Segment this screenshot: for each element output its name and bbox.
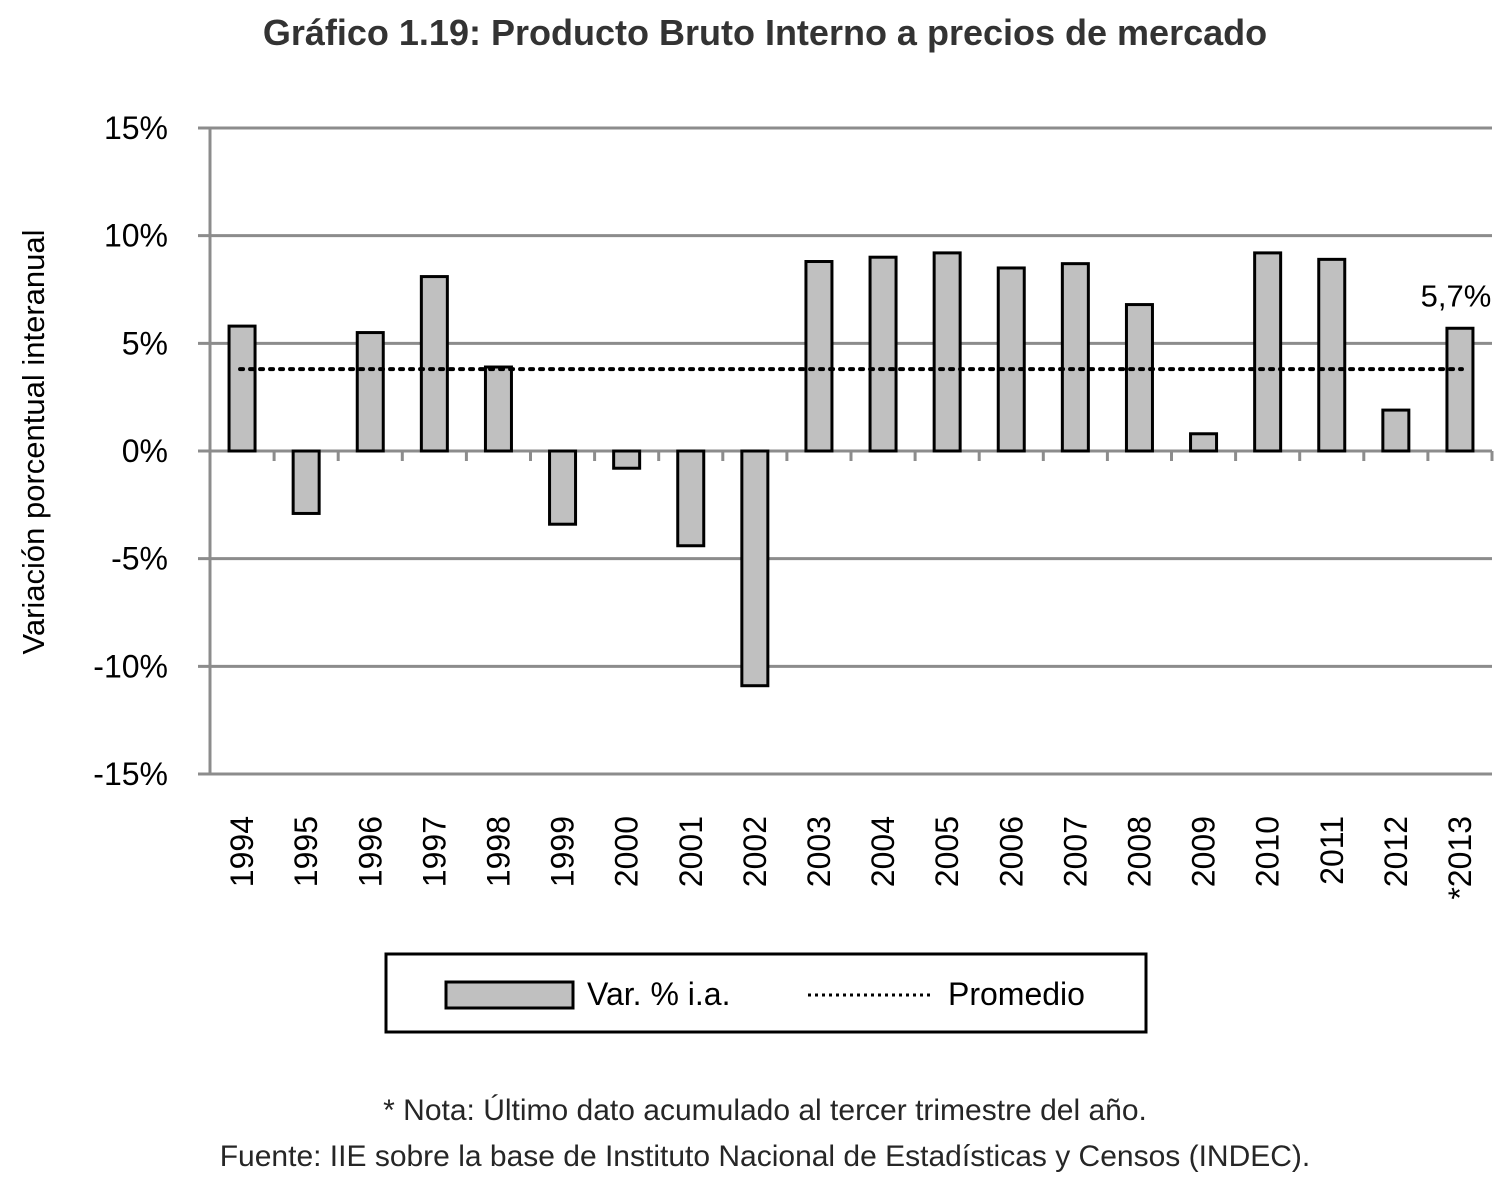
bar-1998 — [483, 365, 513, 453]
x-tick-label: 2009 — [1186, 816, 1222, 887]
x-tick-label: 2000 — [609, 816, 645, 887]
bar-2005 — [932, 251, 962, 453]
bar-2007 — [1060, 262, 1090, 453]
footnote-note: * Nota: Último dato acumulado al tercer … — [383, 1094, 1147, 1127]
bar-2006 — [996, 266, 1026, 453]
bar-2001 — [676, 449, 706, 548]
y-tick-label: 5% — [122, 325, 168, 361]
x-tick-label: 2008 — [1121, 816, 1157, 887]
y-tick-label: 10% — [104, 218, 168, 254]
x-axis: 1994 1995 1996 1997 1998 1999 2000 2001 2002 2003… — [208, 451, 1494, 900]
bar-1996 — [355, 331, 385, 453]
data-label: 5,7% — [1421, 278, 1492, 313]
legend: Var. % i.a. Promedio — [384, 952, 1148, 1034]
bar-1999 — [548, 449, 578, 526]
bar-2010 — [1253, 251, 1283, 453]
bar-2003 — [804, 260, 834, 453]
annotations: 5,7% — [1421, 278, 1492, 313]
x-tick-label: 2003 — [801, 816, 837, 887]
x-tick-label: 1996 — [352, 816, 388, 887]
bar-2002 — [740, 449, 770, 688]
x-tick-label: 1997 — [416, 816, 452, 887]
legend-bar-swatch — [444, 980, 575, 1010]
bar-2000 — [612, 449, 642, 470]
grid-lines — [198, 126, 1492, 776]
bar-1997 — [419, 275, 449, 453]
y-tick-label: 0% — [122, 433, 168, 469]
x-tick-label: 1999 — [545, 816, 581, 887]
x-tick-label: *2013 — [1442, 816, 1478, 900]
y-tick-label: -15% — [93, 756, 168, 792]
bar-1995 — [291, 449, 321, 515]
legend-average-label: Promedio — [948, 976, 1085, 1012]
y-tick-label: -5% — [111, 541, 168, 577]
x-tick-label: 2006 — [993, 816, 1029, 887]
x-tick-label: 2007 — [1057, 816, 1093, 887]
bar-2004 — [868, 255, 898, 453]
bar-1994 — [227, 324, 257, 453]
bar-2013 — [1445, 326, 1475, 453]
bar-2011 — [1317, 257, 1347, 453]
footnote-source: Fuente: IIE sobre la base de Instituto N… — [219, 1140, 1311, 1173]
y-tick-label: -10% — [93, 648, 168, 684]
x-tick-label: 1995 — [288, 816, 324, 887]
y-axis: 15% 10% 5% 0% -5% -10% -15% — [93, 110, 212, 792]
y-tick-label: 15% — [104, 110, 168, 146]
bar-2008 — [1124, 303, 1154, 453]
x-tick-label: 2010 — [1250, 816, 1286, 887]
y-axis-label: Variación porcentual interanual — [16, 229, 51, 654]
x-tick-label: 2001 — [673, 816, 709, 887]
bars — [227, 251, 1475, 688]
x-tick-label: 1998 — [480, 816, 516, 887]
bar-2009 — [1189, 432, 1219, 453]
x-tick-label: 2005 — [929, 816, 965, 887]
x-tick-label: 2002 — [737, 816, 773, 887]
bar-2012 — [1381, 408, 1411, 453]
x-tick-label: 1994 — [224, 816, 260, 887]
legend-bar-label: Var. % i.a. — [587, 976, 730, 1012]
x-tick-label: 2004 — [865, 816, 901, 887]
chart-title: Gráfico 1.19: Producto Bruto Interno a p… — [262, 12, 1268, 53]
x-tick-label: 2011 — [1314, 816, 1350, 885]
x-tick-label: 2012 — [1378, 816, 1414, 887]
